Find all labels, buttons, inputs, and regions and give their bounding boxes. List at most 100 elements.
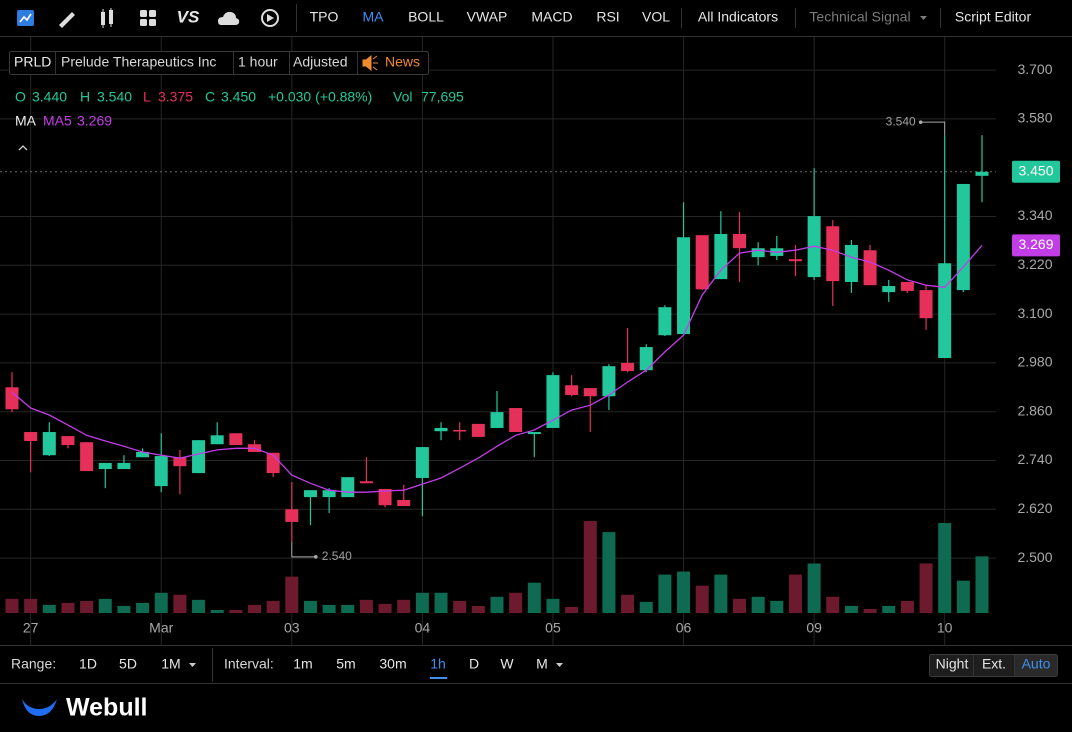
x-tick-label: 06 bbox=[676, 620, 692, 636]
candle-body bbox=[602, 366, 616, 397]
candle-body bbox=[5, 387, 19, 410]
indicator-button[interactable]: TPO bbox=[310, 9, 339, 25]
ma-last-box bbox=[1012, 234, 1060, 257]
interval-button[interactable]: W bbox=[500, 656, 514, 672]
open-value: 3.440 bbox=[32, 89, 67, 105]
candle-body bbox=[956, 183, 970, 291]
range-button[interactable]: 1M bbox=[161, 656, 180, 672]
candle-body bbox=[341, 477, 355, 498]
high-label: H bbox=[80, 89, 90, 105]
interval-button[interactable]: 30m bbox=[379, 656, 406, 672]
volume-bar bbox=[621, 594, 635, 613]
volume-bar bbox=[378, 603, 392, 613]
company-name: Prelude Therapeutics Inc bbox=[61, 54, 216, 70]
candle-body bbox=[863, 250, 877, 286]
draw-icon[interactable] bbox=[59, 12, 75, 28]
candle-body bbox=[788, 259, 802, 262]
volume-bar bbox=[303, 600, 317, 613]
session-button[interactable]: Ext. bbox=[982, 656, 1006, 672]
volume-bar bbox=[322, 604, 336, 613]
volume-bar bbox=[397, 599, 411, 613]
toolbar-bg bbox=[0, 0, 1072, 36]
ticker[interactable]: PRLD bbox=[14, 54, 51, 70]
ma-line bbox=[11, 244, 983, 493]
candle-body bbox=[639, 347, 653, 371]
news-icon bbox=[362, 54, 378, 72]
session-button[interactable]: Night bbox=[936, 656, 969, 672]
candle-body bbox=[192, 440, 206, 474]
cloud-icon[interactable] bbox=[218, 11, 240, 25]
session-button[interactable]: Auto bbox=[1022, 656, 1051, 672]
close-value: 3.450 bbox=[221, 89, 256, 105]
high-marker-label: 3.540 bbox=[886, 114, 916, 128]
indicator-button[interactable]: MA bbox=[363, 9, 385, 25]
candle-body bbox=[303, 490, 317, 498]
compare-icon[interactable]: VS bbox=[177, 7, 200, 26]
volume-bar bbox=[341, 604, 355, 613]
indicator-button[interactable]: MACD bbox=[531, 9, 572, 25]
candle-body bbox=[826, 226, 840, 282]
indicator-button[interactable]: VWAP bbox=[467, 9, 508, 25]
volume-bar bbox=[248, 604, 261, 613]
volume-bar bbox=[826, 596, 840, 613]
replay-icon[interactable] bbox=[261, 9, 279, 27]
interval-button[interactable]: D bbox=[469, 656, 479, 672]
range-button[interactable]: 5D bbox=[119, 656, 137, 672]
interval-button[interactable]: 5m bbox=[336, 656, 355, 672]
volume-bar bbox=[192, 599, 206, 613]
candle-body bbox=[378, 488, 392, 506]
volume-bar bbox=[975, 556, 989, 613]
volume-bar bbox=[863, 608, 877, 613]
technical-signal-button[interactable]: Technical Signal bbox=[809, 9, 910, 25]
candle-body bbox=[621, 362, 635, 372]
volume-bar bbox=[266, 600, 280, 613]
y-tick-label: 2.620 bbox=[1017, 500, 1052, 516]
volume-bar bbox=[285, 576, 299, 613]
candle-body bbox=[42, 432, 56, 456]
volume-bar bbox=[98, 598, 112, 613]
range-button[interactable]: 1D bbox=[79, 656, 97, 672]
y-tick-label: 2.740 bbox=[1017, 451, 1052, 467]
candle-body bbox=[509, 408, 523, 433]
all-indicators-button[interactable]: All Indicators bbox=[698, 9, 778, 25]
last-price-label: 3.450 bbox=[1018, 162, 1053, 178]
volume-bar bbox=[733, 598, 746, 613]
volume-bar bbox=[602, 532, 616, 613]
news-button[interactable]: News bbox=[385, 54, 420, 70]
candle-body bbox=[24, 432, 38, 441]
y-tick-label: 2.860 bbox=[1017, 402, 1052, 418]
y-tick-label: 2.980 bbox=[1017, 354, 1052, 370]
adjustment[interactable]: Adjusted bbox=[293, 54, 347, 70]
interval-button[interactable]: 1m bbox=[293, 656, 312, 672]
interval-button[interactable]: M bbox=[536, 656, 548, 672]
script-editor-button[interactable]: Script Editor bbox=[955, 9, 1032, 25]
indicator-button[interactable]: VOL bbox=[642, 9, 670, 25]
open-label: O bbox=[15, 89, 26, 105]
low-label: L bbox=[143, 89, 151, 105]
candle-body bbox=[900, 281, 914, 291]
volume-bar bbox=[471, 605, 485, 613]
low-marker-label: 2.540 bbox=[322, 549, 352, 563]
layout-icon[interactable] bbox=[140, 10, 156, 26]
candle-body bbox=[359, 481, 373, 484]
interval[interactable]: 1 hour bbox=[238, 54, 278, 70]
low-value: 3.375 bbox=[158, 89, 193, 105]
indicator-button[interactable]: RSI bbox=[596, 9, 619, 25]
collapse-icon[interactable] bbox=[18, 145, 28, 151]
x-tick-label: 09 bbox=[806, 620, 822, 636]
candle-body bbox=[173, 457, 187, 467]
candle-body bbox=[61, 436, 75, 446]
volume-bar bbox=[695, 585, 709, 613]
candle-icon[interactable] bbox=[101, 8, 113, 28]
volume-bar bbox=[154, 592, 168, 613]
volume-bar bbox=[80, 600, 94, 613]
candle-body bbox=[677, 237, 691, 335]
low-marker-line bbox=[291, 541, 316, 558]
interval-button[interactable]: 1h bbox=[430, 656, 446, 672]
plot-layer: 3.540 2.540 bbox=[0, 114, 996, 613]
indicator-button[interactable]: BOLL bbox=[408, 9, 444, 25]
ma-value: 3.269 bbox=[77, 113, 112, 129]
x-tick-label: 27 bbox=[23, 620, 39, 636]
chart-type-icon[interactable] bbox=[17, 10, 34, 26]
dropdown-arrow bbox=[189, 663, 196, 667]
